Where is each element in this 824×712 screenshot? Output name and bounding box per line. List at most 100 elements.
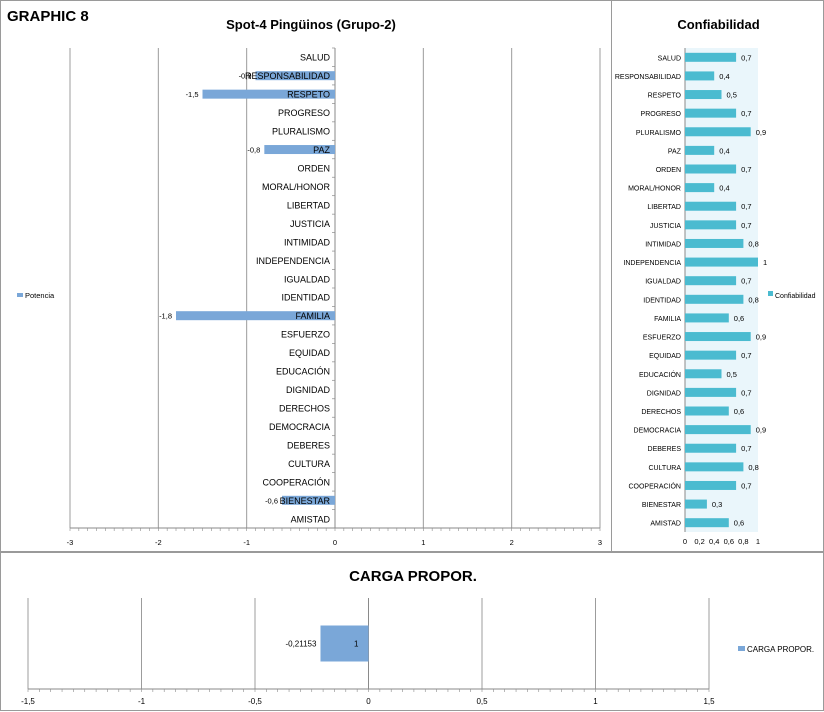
category-label-equidad: EQUIDAD [289, 348, 331, 358]
bar-libertad [685, 201, 737, 211]
category-label-igualdad: IGUALDAD [645, 279, 681, 286]
bar-paz [685, 145, 715, 155]
bar-amistad [685, 518, 729, 528]
category-label-educacion: EDUCACIÓN [639, 370, 681, 379]
bar-orden [685, 164, 737, 174]
data-label: -0,9 [239, 72, 252, 81]
data-label: 0,9 [756, 426, 766, 435]
data-label: 0,7 [741, 481, 751, 490]
category-label-cooperacion: COOPERACIÓN [262, 477, 330, 487]
data-label: 1 [763, 258, 767, 267]
data-label: 0,5 [727, 370, 737, 379]
bar-familia [685, 313, 729, 323]
bar-moral-honor [685, 183, 715, 193]
bar-carga-propor [320, 625, 369, 662]
x-tick-label: 1,5 [703, 697, 715, 706]
category-label-amistad: AMISTAD [291, 514, 331, 524]
category-label-equidad: EQUIDAD [649, 353, 681, 360]
x-tick-label: 0 [683, 537, 687, 546]
x-tick-label: 1 [756, 537, 760, 546]
data-label: 0,7 [741, 444, 751, 453]
category-label-derechos: DERECHOS [641, 409, 681, 416]
bar-educacion [685, 369, 722, 379]
category-label-identidad: IDENTIDAD [281, 293, 330, 303]
category-label-pluralismo: PLURALISMO [272, 127, 330, 137]
category-label-igualdad: IGUALDAD [284, 274, 331, 284]
x-tick-label: 3 [598, 538, 602, 547]
category-label-familia: FAMILIA [654, 316, 681, 323]
category-label-moral-honor: MORAL/HONOR [262, 182, 331, 192]
legend-label: Potencia [25, 291, 55, 300]
data-label: -0,8 [247, 146, 260, 155]
bar-intimidad [685, 238, 744, 248]
data-label: 0,8 [748, 295, 758, 304]
data-label: -1,8 [159, 312, 172, 321]
category-label-dignidad: DIGNIDAD [286, 385, 331, 395]
category-label-independencia: INDEPENDENCIA [623, 260, 681, 267]
data-label: 0,6 [734, 314, 744, 323]
x-tick-label: 1 [593, 697, 598, 706]
bar-cooperacion [685, 480, 737, 490]
x-tick-label: 0,4 [709, 537, 719, 546]
category-label-orden: ORDEN [656, 167, 681, 174]
category-label-deberes: DEBERES [287, 440, 330, 450]
data-label: 0,9 [756, 333, 766, 342]
data-label: 0,4 [719, 184, 729, 193]
plot-area [685, 48, 758, 532]
x-tick-label: -3 [67, 538, 74, 547]
category-label: 1 [354, 640, 359, 649]
category-label-derechos: DERECHOS [279, 404, 330, 414]
category-label-esfuerzo: ESFUERZO [643, 335, 682, 342]
data-label: 0,8 [748, 463, 758, 472]
category-label-respeto: RESPETO [287, 90, 330, 100]
carga-chart-panel: CARGA PROPOR. -1,5 -1 -0,5 0 0,5 1 1,5 -0,21153… [0, 552, 824, 711]
data-label: 0,7 [741, 202, 751, 211]
category-label-responsabilidad: RESPONSABILIDAD [615, 74, 681, 81]
category-label-responsabilidad: RESPONSABILIDAD [245, 71, 331, 81]
data-label: 0,9 [756, 128, 766, 137]
category-label-cooperacion: COOPERACIÓN [628, 481, 681, 490]
data-label: 0,7 [741, 109, 751, 118]
data-label: 0,7 [741, 221, 751, 230]
x-tick-label: 0,6 [724, 537, 734, 546]
category-label-paz: PAZ [313, 145, 330, 155]
carga-chart: -1,5 -1 -0,5 0 0,5 1 1,5 -0,21153 1 CARGA PROPOR. [21, 598, 814, 706]
category-label-libertad: LIBERTAD [647, 204, 681, 211]
category-label-familia: FAMILIA [295, 311, 330, 321]
category-label-democracia: DEMOCRACIA [634, 428, 682, 435]
data-label: 0,3 [712, 500, 722, 509]
category-label-independencia: INDEPENDENCIA [256, 256, 330, 266]
bar-dignidad [685, 387, 737, 397]
bar-independencia [685, 257, 758, 267]
x-tick-label: 0 [333, 538, 337, 547]
category-label-dignidad: DIGNIDAD [647, 390, 681, 397]
x-tick-label: 0,8 [738, 537, 748, 546]
bar-paz [264, 145, 335, 155]
category-label-bienestar: BIENESTAR [642, 502, 681, 509]
bar-responsabilidad [255, 71, 335, 81]
category-label-progreso: PROGRESO [641, 111, 682, 118]
confiabilidad-chart: 0,7 SALUD 0,4 RESPONSABILIDAD 0,5 RESPETO 0,7 P… [615, 48, 816, 546]
category-label-intimidad: INTIMIDAD [645, 241, 681, 248]
bar-democracia [685, 425, 751, 435]
data-label: 0,7 [741, 277, 751, 286]
confiabilidad-chart-title: Confiabilidad [677, 17, 760, 32]
category-label-democracia: DEMOCRACIA [269, 422, 330, 432]
bar-igualdad [685, 276, 737, 286]
category-label-paz: PAZ [668, 148, 682, 155]
bar-salud [685, 52, 737, 62]
bar-justicia [685, 220, 737, 230]
category-label-esfuerzo: ESFUERZO [281, 330, 330, 340]
data-label: 0,6 [734, 407, 744, 416]
x-tick-label: 0,2 [694, 537, 704, 546]
category-label-identidad: IDENTIDAD [643, 297, 681, 304]
legend-swatch [17, 293, 23, 297]
category-label-salud: SALUD [300, 53, 331, 63]
data-label: -0,6 [265, 496, 278, 505]
graphic-label: GRAPHIC 8 [7, 8, 89, 25]
data-label: 0,4 [719, 146, 729, 155]
bar-deberes [685, 443, 737, 453]
category-label-bienestar: BIENESTAR [280, 496, 331, 506]
category-label-cultura: CULTURA [288, 459, 330, 469]
legend-swatch [768, 291, 773, 296]
